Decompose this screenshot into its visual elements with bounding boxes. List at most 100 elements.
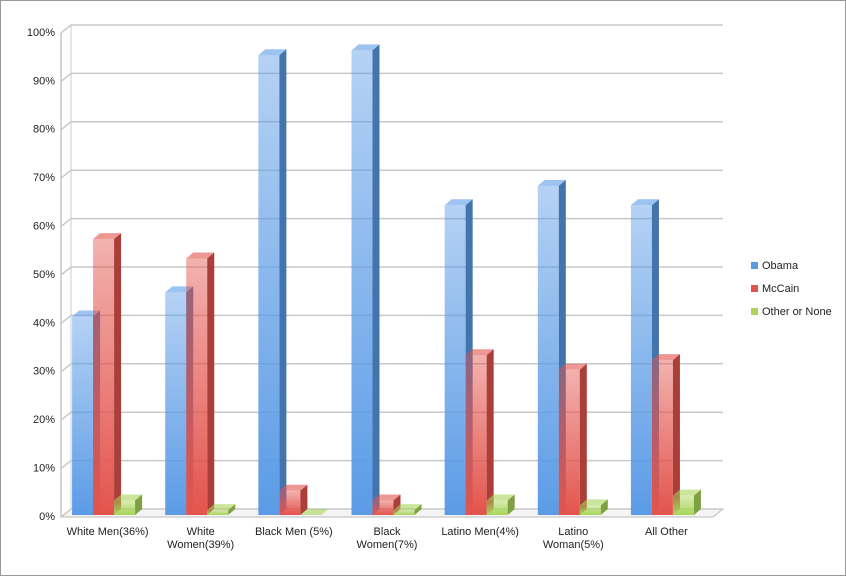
bar-top [279, 484, 308, 491]
legend-label: Other or None [762, 306, 832, 318]
grid-line [60, 266, 723, 276]
x-tick-label: Latino Men(4%) [441, 526, 519, 538]
bar-front [630, 205, 652, 516]
y-tick-label: 50% [33, 269, 55, 281]
bar-side [600, 499, 608, 515]
bar [258, 49, 287, 515]
bar-side [672, 354, 680, 515]
bar-front [444, 205, 466, 516]
legend-label: Obama [762, 260, 799, 272]
bar [651, 354, 680, 515]
x-tick-label: White Men(36%) [66, 526, 149, 538]
y-tick-label: 70% [33, 172, 55, 184]
grid-line [60, 314, 723, 324]
bar-side-shade [414, 504, 422, 515]
bar-side [279, 49, 287, 515]
bar-front [93, 239, 115, 515]
bar-top [465, 349, 494, 356]
y-tick-label: 30% [33, 366, 55, 378]
bar-top [372, 494, 401, 501]
bar-top [114, 494, 143, 501]
bar-top [393, 504, 422, 511]
bar [579, 499, 608, 515]
bar-front [672, 495, 694, 515]
bar-top [186, 252, 215, 259]
bar-front [651, 360, 673, 515]
bar-side [228, 504, 236, 515]
y-tick-label: 0% [39, 511, 55, 523]
grid-line [60, 169, 723, 179]
y-tick-label: 40% [33, 317, 55, 329]
y-tick-label: 100% [27, 27, 55, 39]
bar-side [579, 363, 587, 515]
bar [279, 484, 308, 515]
bar-top [486, 494, 515, 501]
bar-top [672, 489, 701, 496]
bar-top [579, 499, 608, 506]
bar-front [372, 500, 394, 515]
legend-swatch [751, 262, 758, 269]
bar [558, 363, 587, 515]
bar-front [558, 369, 580, 515]
bar-side [507, 494, 515, 515]
bar-front [258, 55, 280, 515]
bar-side [114, 233, 122, 515]
bar-front [537, 185, 559, 515]
grid-line [60, 363, 723, 373]
bar-side-shade [693, 489, 701, 515]
x-tick-label: White Women(39%) [167, 526, 235, 551]
grid-line [60, 217, 723, 228]
bar-side-shade [672, 354, 680, 515]
bar-side-shade [207, 252, 215, 516]
y-tick-label: 90% [33, 75, 55, 87]
y-tick-label: 80% [33, 124, 55, 136]
bar [186, 252, 215, 516]
bar-side-shade [507, 494, 515, 515]
legend-swatch [751, 285, 758, 292]
bar-front [72, 316, 94, 515]
bar-side [300, 484, 308, 515]
y-tick-label: 10% [33, 463, 55, 475]
bar-side [207, 252, 215, 516]
bar [114, 494, 143, 515]
bar-front [486, 500, 508, 515]
bar-side-shade [300, 484, 308, 515]
legend-label: McCain [762, 283, 799, 295]
bar-front [207, 510, 229, 515]
bar-side-shade [135, 494, 143, 515]
bar [672, 489, 701, 515]
bar [465, 349, 494, 515]
bar [486, 494, 515, 515]
y-tick-label: 60% [33, 221, 55, 233]
bar [351, 44, 380, 516]
bar-top [93, 233, 122, 240]
bar-top [630, 199, 659, 206]
bar-side [414, 504, 422, 515]
grid-line [60, 24, 723, 34]
bar-top [444, 199, 473, 206]
bar-top [537, 179, 566, 186]
bar-top [258, 49, 287, 56]
bar-front [165, 292, 187, 515]
x-tick-label: Black Women(7%) [356, 526, 418, 551]
bar-side-shade [114, 233, 122, 515]
bar-side-shade [372, 44, 380, 516]
bar-side-shade [279, 49, 287, 515]
legend-swatch [751, 308, 758, 315]
x-tick-label: Black Men (5%) [255, 526, 333, 538]
bar-front [114, 500, 136, 515]
bar-side [486, 349, 494, 515]
bar-side-shade [486, 349, 494, 515]
bar-front [279, 490, 301, 515]
bar-side [693, 489, 701, 515]
x-tick-label: Latino Woman(5%) [542, 526, 604, 551]
bar-top [207, 504, 236, 511]
x-tick-label: All Other [645, 526, 688, 538]
bar-front [186, 258, 208, 515]
bar-side [135, 494, 143, 515]
bar-top [300, 509, 329, 515]
grid-line [60, 411, 723, 421]
y-tick-label: 20% [33, 414, 55, 426]
bar [207, 504, 236, 515]
